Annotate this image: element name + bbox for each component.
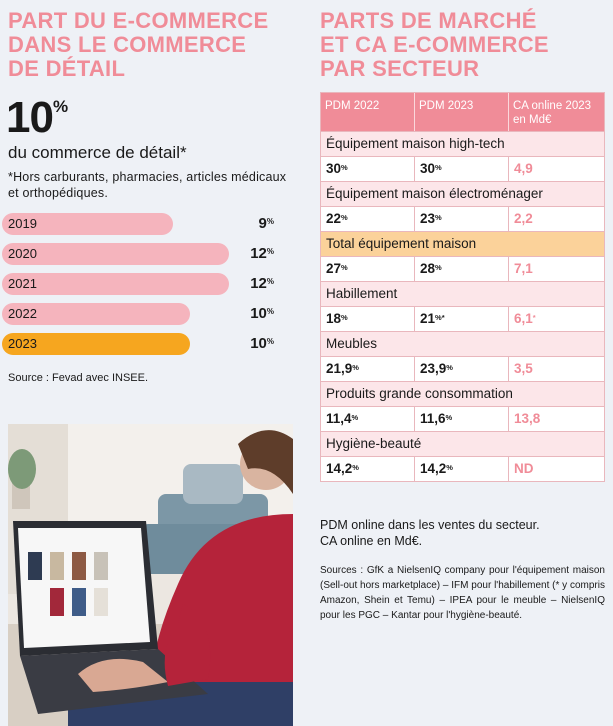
- table-note: PDM online dans les ventes du secteur. C…: [320, 518, 540, 548]
- bar-value-2021: 12%: [250, 275, 274, 292]
- bar-value-2022: 10%: [250, 305, 274, 322]
- pdm-2022-value: 14,2%: [321, 457, 415, 481]
- photo-woman-laptop-shopping: [8, 424, 293, 726]
- pdm-2023-value: 23%: [415, 207, 509, 231]
- bar-value-2023: 10%: [250, 335, 274, 352]
- big-caption: du commerce de détail*: [8, 143, 187, 162]
- footnote: *Hors carburants, pharmacies, articles m…: [8, 170, 287, 200]
- bar-row-2022: 2022 10%: [2, 303, 282, 325]
- pdm-2022-value: 27%: [321, 257, 415, 281]
- pdm-2023-value: 14,2%: [415, 457, 509, 481]
- sector-name: Équipement maison électroménager: [321, 181, 604, 206]
- ca-online-value: ND: [514, 461, 534, 476]
- sector-values-row: 21,9% 23,9% 3,5: [321, 356, 604, 381]
- sector-name: Habillement: [321, 281, 604, 306]
- ca-online-value: 3,5: [514, 361, 533, 376]
- pdm-2023-value: 11,6%: [415, 407, 509, 431]
- table-body: Équipement maison high-tech 30% 30% 4,9 Équi…: [321, 131, 604, 481]
- ca-online-value: 6,1*: [514, 311, 536, 326]
- ca-online-value: 13,8: [514, 411, 541, 426]
- sector-values-row: 14,2% 14,2% ND: [321, 456, 604, 481]
- sector-name: Meubles: [321, 331, 604, 356]
- bar-2020: 2020: [2, 243, 229, 265]
- bar-2022: 2022: [2, 303, 190, 325]
- header-pdm-2023: PDM 2023: [415, 93, 509, 131]
- sources-text: Sources : GfK a NielsenIQ company pour l…: [320, 565, 605, 621]
- bar-row-2019: 2019 9%: [2, 213, 282, 235]
- bar-row-2020: 2020 12%: [2, 243, 282, 265]
- bar-2021: 2021: [2, 273, 229, 295]
- bar-value-2019: 9%: [258, 215, 274, 232]
- pdm-2023-value: 30%: [415, 157, 509, 181]
- pdm-2022-value: 21,9%: [321, 357, 415, 381]
- bar-row-2023: 2023 10%: [2, 333, 282, 355]
- sector-values-row: 27% 28% 7,1: [321, 256, 604, 281]
- pdm-2023-value: 28%: [415, 257, 509, 281]
- sector-values-row: 22% 23% 2,2: [321, 206, 604, 231]
- sector-values-row: 30% 30% 4,9: [321, 156, 604, 181]
- sector-name: Produits grande consommation: [321, 381, 604, 406]
- ca-online-value: 2,2: [514, 211, 533, 226]
- pdm-2022-value: 22%: [321, 207, 415, 231]
- sector-table: PDM 2022 PDM 2023 CA online 2023 en Md€ …: [320, 92, 605, 482]
- bar-value-2020: 12%: [250, 245, 274, 262]
- pdm-2022-value: 30%: [321, 157, 415, 181]
- sector-name: Hygiène-beauté: [321, 431, 604, 456]
- header-pdm-2022: PDM 2022: [321, 93, 415, 131]
- sector-values-row: 18% 21%* 6,1*: [321, 306, 604, 331]
- sector-name: Équipement maison high-tech: [321, 131, 604, 156]
- ca-online-value: 7,1: [514, 261, 533, 276]
- pdm-2023-value: 23,9%: [415, 357, 509, 381]
- bar-2023: 2023: [2, 333, 190, 355]
- bar-row-2021: 2021 12%: [2, 273, 282, 295]
- pdm-2023-value: 21%*: [415, 307, 509, 331]
- header-ca-online: CA online 2023 en Md€: [513, 100, 592, 126]
- section-title-market-share: PARTS DE MARCHÉ ET CA E-COMMERCE PAR SEC…: [320, 8, 549, 81]
- table-header: PDM 2022 PDM 2023 CA online 2023 en Md€: [321, 93, 604, 131]
- sector-values-row: 11,4% 11,6% 13,8: [321, 406, 604, 431]
- source-text: Source : Fevad avec INSEE.: [8, 372, 149, 384]
- section-title-ecommerce-share: PART DU E-COMMERCE DANS LE COMMERCE DE D…: [8, 8, 269, 81]
- pdm-2022-value: 11,4%: [321, 407, 415, 431]
- big-percentage: 10%: [6, 93, 69, 142]
- bar-2019: 2019: [2, 213, 173, 235]
- pdm-2022-value: 18%: [321, 307, 415, 331]
- ca-online-value: 4,9: [514, 161, 533, 176]
- sector-name: Total équipement maison: [321, 231, 604, 256]
